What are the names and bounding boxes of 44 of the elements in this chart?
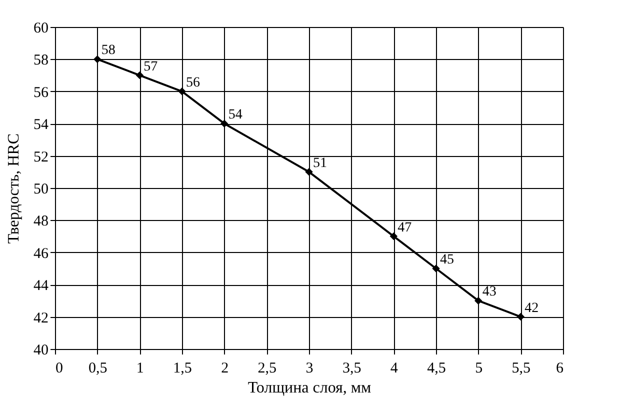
x-tick-label: 4 bbox=[390, 360, 398, 376]
x-tick-label: 5,5 bbox=[512, 360, 531, 376]
data-label: 45 bbox=[440, 252, 454, 268]
point bbox=[136, 71, 144, 80]
x-tick-label: 2 bbox=[221, 360, 229, 376]
y-tick-label: 40 bbox=[34, 342, 48, 358]
y-tick-label: 52 bbox=[34, 149, 48, 166]
y-tick-label: 50 bbox=[34, 182, 48, 198]
y-tick-label: 46 bbox=[34, 246, 49, 262]
x-tick-label: 1,5 bbox=[173, 360, 192, 376]
x-tick-label: 5 bbox=[475, 360, 483, 376]
point bbox=[220, 120, 228, 128]
data-label: 51 bbox=[313, 156, 327, 171]
point bbox=[474, 296, 482, 305]
data-label: 42 bbox=[524, 300, 539, 316]
y-axis-title: Твердость, HRC bbox=[6, 133, 22, 244]
x-axis-title: Толщина слоя, мм bbox=[248, 380, 372, 396]
data-label: 43 bbox=[482, 284, 496, 300]
point bbox=[390, 232, 398, 240]
y-tick-label: 48 bbox=[34, 214, 48, 230]
point bbox=[178, 88, 186, 96]
point bbox=[516, 312, 525, 321]
data-label: 57 bbox=[144, 59, 158, 74]
y-tick-label: 42 bbox=[34, 310, 48, 326]
y-tick-label: 58 bbox=[34, 52, 48, 69]
x-tick-label: 3 bbox=[306, 360, 314, 376]
x-tick-label: 3,5 bbox=[342, 360, 362, 376]
x-tick-label: 0 bbox=[56, 360, 63, 376]
x-tick-label: 1 bbox=[136, 360, 144, 376]
x-tick-label: 2,5 bbox=[258, 360, 277, 376]
point bbox=[305, 168, 313, 176]
data-label: 58 bbox=[101, 43, 116, 58]
point bbox=[432, 264, 440, 272]
data-label: 56 bbox=[186, 75, 200, 90]
x-tick-label: 6 bbox=[556, 360, 564, 376]
y-tick-label: 60 bbox=[34, 20, 48, 36]
data-label: 47 bbox=[398, 220, 412, 236]
y-tick-label: 56 bbox=[34, 84, 49, 101]
x-tick-label: 0,5 bbox=[88, 360, 108, 376]
point bbox=[93, 55, 102, 64]
data-label: 54 bbox=[228, 108, 242, 123]
y-tick-label: 44 bbox=[34, 278, 49, 294]
x-tick-label: 4,5 bbox=[427, 360, 446, 376]
y-tick-label: 54 bbox=[34, 117, 49, 134]
